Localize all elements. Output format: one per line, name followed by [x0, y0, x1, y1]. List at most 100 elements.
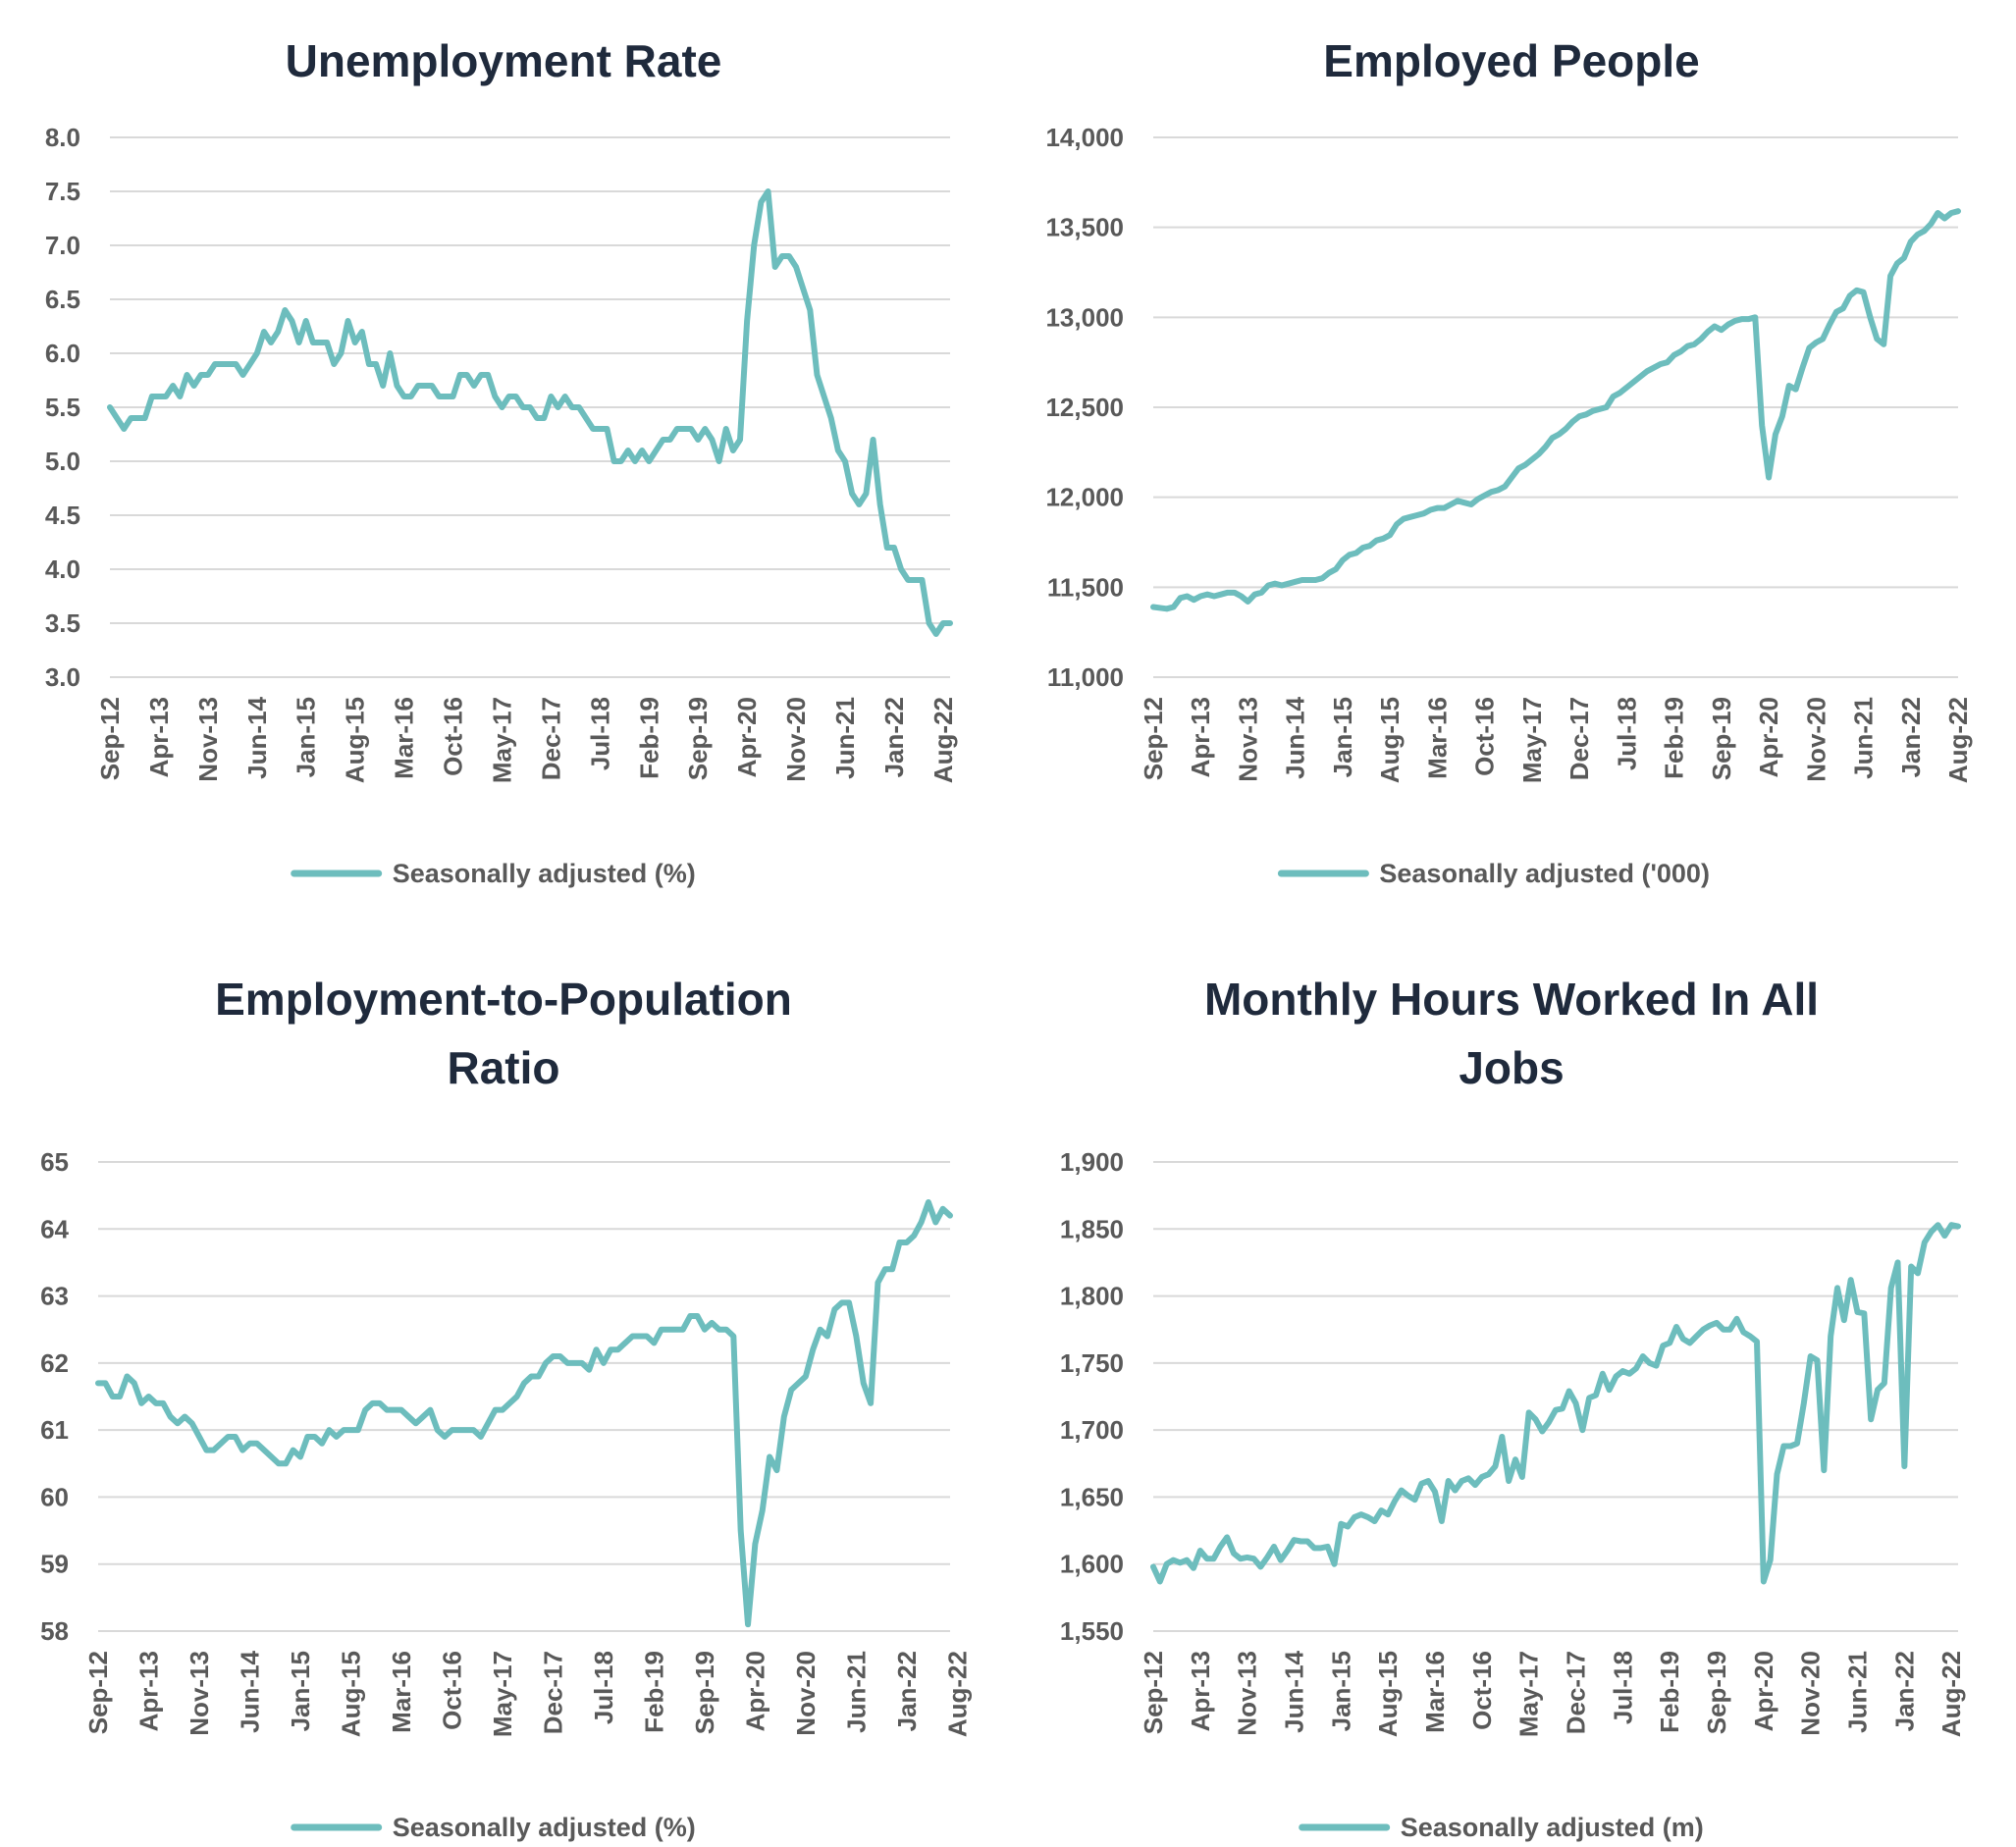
x-tick-label: Feb-19 [1660, 697, 1689, 779]
chart-panel-monthly-hours-worked: Monthly Hours Worked In All Jobs 1,550 1,60… [1008, 924, 2016, 1847]
y-tick-label: 1,600 [1060, 1550, 1124, 1579]
x-tick-label: Sep-19 [690, 1651, 719, 1734]
y-tick-label: 5.5 [45, 393, 80, 422]
x-tick-label: Oct-16 [437, 1651, 466, 1730]
x-tick-label: Jun-21 [830, 697, 860, 779]
x-tick-label: Sep-12 [1139, 1651, 1168, 1734]
x-tick-label: May-17 [1517, 697, 1547, 783]
chart-title: Employment-to-Population [215, 974, 792, 1025]
x-tick-label: Nov-20 [1801, 697, 1830, 782]
x-tick-label: Dec-17 [538, 1651, 567, 1734]
y-tick-label: 63 [40, 1282, 69, 1311]
x-tick-label: Jan-15 [1326, 1651, 1355, 1731]
y-tick-label: 3.5 [45, 608, 80, 638]
x-tick-label: Mar-16 [390, 697, 419, 779]
x-tick-label: May-17 [488, 1651, 517, 1737]
x-tick-label: Jan-15 [286, 1651, 315, 1731]
x-tick-label: Aug-15 [1375, 697, 1405, 783]
x-tick-label: Jun-14 [242, 696, 272, 778]
series-line [95, 1198, 953, 1628]
x-tick-label: Oct-16 [1470, 697, 1500, 776]
x-tick-label: Nov-20 [781, 697, 811, 782]
y-tick-label: 12,500 [1045, 393, 1124, 422]
x-tick-label: Jun-21 [1849, 697, 1879, 779]
x-tick-label: Jan-15 [1328, 697, 1357, 777]
y-tick-label: 13,500 [1045, 213, 1124, 242]
x-tick-label: Nov-20 [791, 1651, 821, 1736]
x-tick-label: Mar-16 [1422, 697, 1452, 779]
x-tick-label: May-17 [1514, 1651, 1544, 1737]
chart-panel-employment-to-population-ratio: Employment-to-Population Ratio 58 59 60 61 62 6… [0, 924, 1008, 1847]
x-tick-label: Sep-19 [683, 697, 713, 780]
x-tick-label: Jun-21 [841, 1651, 871, 1733]
x-tick-label: Jun-14 [1281, 696, 1310, 778]
x-tick-label: Jun-14 [1280, 1650, 1309, 1732]
y-tick-label: 1,750 [1060, 1348, 1124, 1378]
x-tick-label: Apr-20 [1749, 1651, 1778, 1731]
x-tick-label: Nov-13 [1233, 697, 1262, 782]
x-tick-label: Jan-22 [892, 1651, 922, 1731]
y-tick-label: 1,700 [1060, 1415, 1124, 1445]
x-tick-label: Mar-16 [387, 1651, 416, 1733]
x-tick-label: Sep-19 [1707, 697, 1736, 780]
y-tick-label: 59 [40, 1550, 69, 1579]
x-tick-label: Jul-18 [1612, 697, 1641, 770]
y-tick-label: 1,550 [1060, 1616, 1124, 1646]
series-line [107, 188, 953, 637]
y-tick-label: 4.5 [45, 501, 80, 530]
x-tick-label: Jan-22 [1896, 697, 1926, 777]
chart-title: Jobs [1459, 1042, 1564, 1093]
y-tick-label: 1,900 [1060, 1147, 1124, 1177]
y-tick-label: 7.5 [45, 177, 80, 206]
y-tick-label: 65 [40, 1147, 69, 1177]
y-tick-label: 11,000 [1047, 662, 1124, 692]
y-tick-label: 6.0 [45, 339, 80, 368]
y-tick-label: 4.0 [45, 554, 80, 584]
y-tick-label: 14,000 [1045, 123, 1124, 152]
x-tick-label: Aug-22 [942, 1651, 972, 1737]
x-tick-label: Sep-12 [83, 1651, 113, 1734]
x-tick-label: Jun-14 [235, 1650, 264, 1732]
chart-title: Employed People [1323, 35, 1699, 86]
x-tick-label: Sep-12 [95, 697, 125, 780]
y-tick-label: 7.0 [45, 231, 80, 260]
chart-panel-unemployment-rate: Unemployment Rate 3.0 3.5 4.0 4.5 5.0 5.5 6.0 6.… [0, 0, 1008, 924]
series-line [1150, 208, 1961, 612]
y-tick-label: 60 [40, 1482, 69, 1511]
x-tick-label: Nov-13 [193, 697, 223, 782]
x-tick-label: Feb-19 [639, 1651, 668, 1733]
legend-label: Seasonally adjusted (%) [393, 859, 696, 888]
x-tick-label: Dec-17 [536, 697, 565, 780]
y-tick-label: 58 [40, 1616, 69, 1646]
x-tick-label: Sep-19 [1702, 1651, 1731, 1734]
x-tick-label: Dec-17 [1565, 697, 1594, 780]
chart-panel-employed-people: Employed People 11,000 11,500 12,000 12,500 1… [1008, 0, 2016, 924]
x-tick-label: Sep-12 [1139, 697, 1168, 780]
x-tick-label: Jan-15 [292, 697, 321, 777]
x-tick-label: Aug-15 [1373, 1651, 1403, 1737]
legend-label: Seasonally adjusted ('000) [1379, 859, 1710, 888]
x-tick-label: Nov-13 [185, 1651, 214, 1736]
x-tick-label: Aug-22 [1943, 697, 1973, 783]
x-tick-label: Feb-19 [1655, 1651, 1684, 1733]
x-tick-label: Apr-13 [1186, 697, 1215, 777]
y-tick-label: 64 [40, 1214, 69, 1243]
x-tick-label: Nov-20 [1796, 1651, 1826, 1736]
y-tick-label: 1,800 [1060, 1282, 1124, 1311]
x-tick-label: Apr-13 [133, 1651, 163, 1731]
y-tick-label: 12,000 [1045, 483, 1124, 512]
x-tick-label: Jan-22 [879, 697, 909, 777]
y-tick-label: 6.5 [45, 285, 80, 314]
x-tick-label: May-17 [487, 697, 516, 783]
x-tick-label: Jul-18 [589, 1651, 618, 1724]
legend-label: Seasonally adjusted (m) [1401, 1813, 1704, 1842]
x-tick-label: Apr-20 [732, 697, 762, 777]
y-tick-label: 62 [40, 1348, 69, 1378]
x-tick-label: Jan-22 [1889, 1651, 1919, 1731]
x-tick-label: Dec-17 [1562, 1651, 1591, 1734]
x-tick-label: Oct-16 [439, 697, 468, 776]
series-line [1150, 1222, 1961, 1585]
chart-title: Monthly Hours Worked In All [1204, 974, 1819, 1025]
y-tick-label: 8.0 [45, 123, 80, 152]
x-tick-label: Nov-13 [1233, 1651, 1262, 1736]
